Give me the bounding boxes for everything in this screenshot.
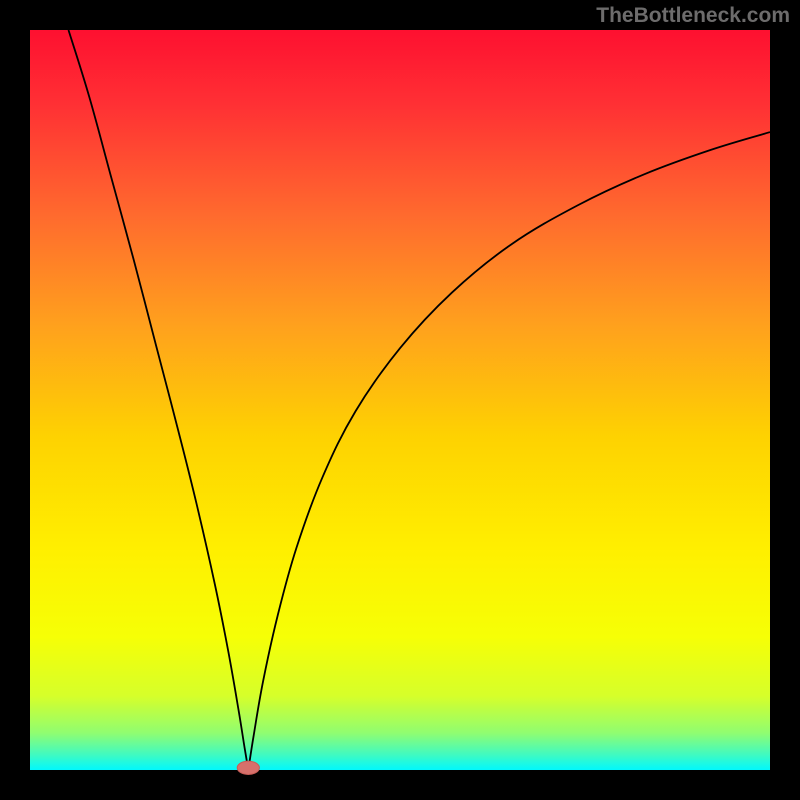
minimum-marker <box>237 761 259 774</box>
watermark-text: TheBottleneck.com <box>596 4 790 28</box>
plot-background <box>30 30 770 770</box>
chart-svg <box>0 0 800 800</box>
chart-container: TheBottleneck.com <box>0 0 800 800</box>
